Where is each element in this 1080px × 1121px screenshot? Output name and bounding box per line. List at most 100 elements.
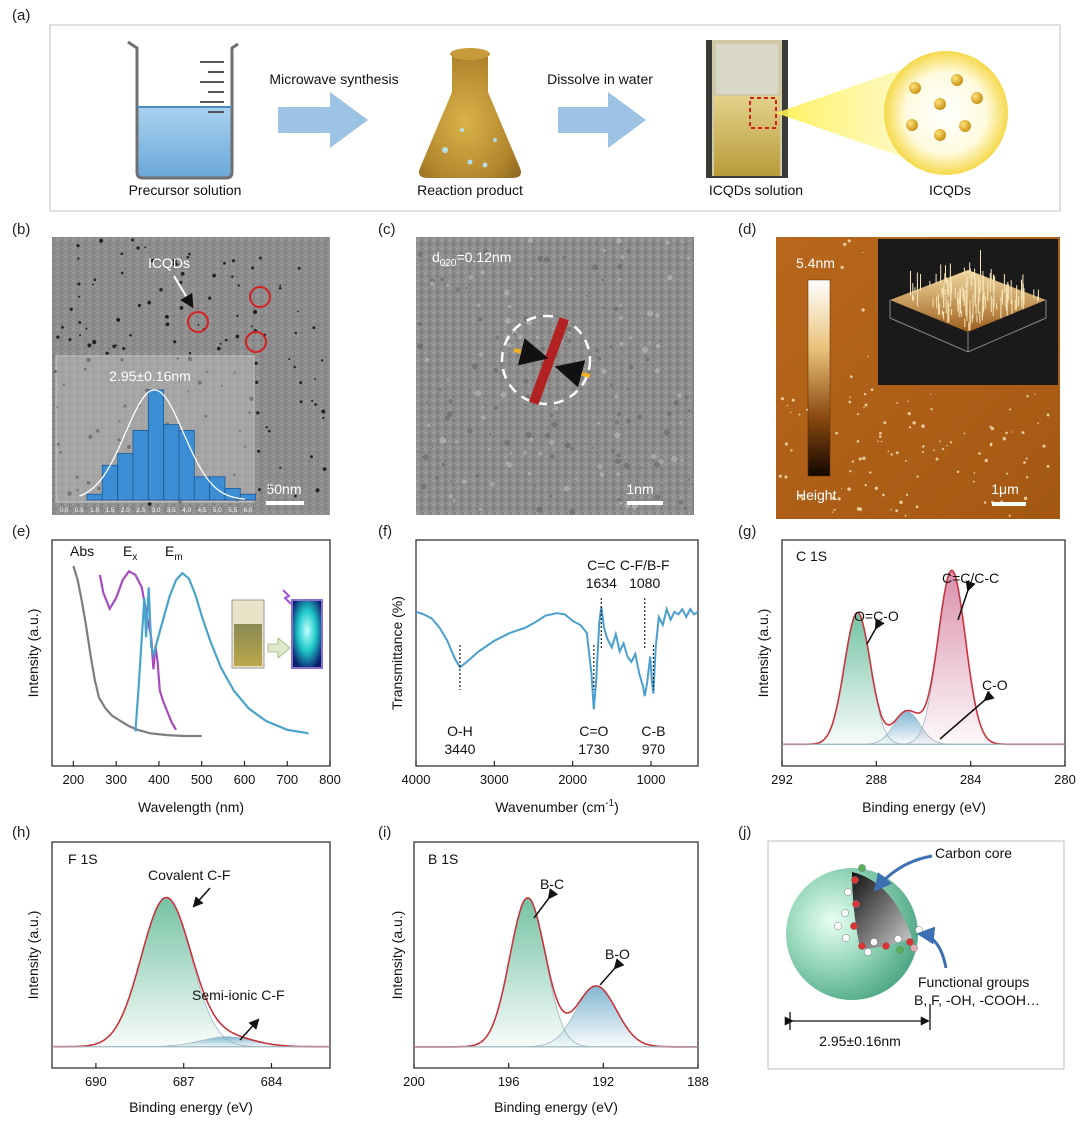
- ICQDs-particles-icon: [884, 51, 1008, 175]
- functional-group-atom: [915, 926, 923, 934]
- tem-particle: [78, 320, 82, 324]
- x-tick-label: 800: [319, 772, 341, 787]
- x-tick-label: 196: [498, 1074, 520, 1089]
- tem-particle: [131, 238, 135, 242]
- functional-group-atom: [910, 944, 918, 952]
- x-tick-label: 0.5: [75, 507, 84, 514]
- tem-particle: [256, 411, 260, 415]
- spectrum-title: C 1S: [796, 548, 827, 564]
- tem-particle: [87, 343, 92, 348]
- tem-particle: [129, 333, 132, 337]
- carbon-core-label: Carbon core: [935, 845, 1012, 861]
- tem-particle: [257, 449, 261, 453]
- band-value: 1634: [586, 575, 617, 591]
- highlight-circle: [187, 311, 209, 333]
- fitted-peak: [782, 570, 1065, 745]
- series-line-em: [134, 571, 309, 735]
- x-tick-label: 5.5: [228, 507, 237, 514]
- d-spacing-label: d020=0.12nm: [432, 249, 511, 269]
- caption-ICQDs: ICQDs: [929, 182, 971, 198]
- x-tick-label: 200: [63, 772, 85, 787]
- tem-particle: [278, 286, 282, 290]
- functional-group-atom: [851, 876, 859, 884]
- functional-group-atom: [894, 935, 902, 943]
- size-histogram: [79, 389, 257, 501]
- plot-frame: [413, 841, 699, 1069]
- panel-i: B 1S 200 196 192 188 Binding energy (eV) In…: [389, 841, 709, 1115]
- y-axis-title: Intensity (a.u.): [755, 609, 771, 698]
- peak-arrow: [192, 887, 211, 908]
- peak-label-BO: B-O: [605, 946, 630, 962]
- x-tick-label: 2.0: [121, 507, 130, 514]
- vial-photo: [706, 40, 788, 178]
- tem-particle: [299, 381, 303, 385]
- x-tick-label: 3000: [480, 772, 509, 787]
- peak-arrow: [533, 888, 559, 919]
- x-tick-label: 600: [234, 772, 256, 787]
- functional-group-atom: [852, 900, 860, 908]
- band-value: 1080: [629, 575, 660, 591]
- tem-particle: [115, 344, 118, 347]
- tem-particle: [136, 246, 140, 250]
- x-tick-label: 2000: [558, 772, 587, 787]
- histogram-bar: [86, 493, 103, 501]
- x-tick-label: 5.0: [213, 507, 222, 514]
- peak-label-CO: C-O: [982, 677, 1008, 693]
- tem-particle: [223, 261, 226, 265]
- tem-particle: [258, 488, 261, 492]
- tem-particle: [314, 377, 317, 380]
- peak-arrow: [957, 580, 976, 621]
- tem-particle: [266, 485, 271, 489]
- band-label: C-F/B-F: [620, 557, 670, 573]
- ICQDs-pointer-label: ICQDs: [148, 255, 190, 271]
- fringe-arrow: [513, 338, 549, 366]
- tem-particle: [105, 351, 109, 355]
- tem-particle: [120, 271, 124, 275]
- functional-group-atom: [858, 864, 866, 872]
- peak-label-semi-ionic: Semi-ionic C-F: [192, 987, 285, 1003]
- histogram-bar: [163, 424, 180, 501]
- scale-bar-label: 1μm: [991, 481, 1019, 497]
- peak-arrow: [239, 1018, 260, 1041]
- x-tick-label: 690: [85, 1074, 107, 1089]
- y-axis-title: Intensity (a.u.): [25, 609, 41, 698]
- series-line-ex: [98, 569, 177, 731]
- x-tick-label: 200: [403, 1074, 425, 1089]
- x-axis-title: Wavenumber (cm-1): [495, 798, 619, 815]
- tem-particle: [112, 344, 116, 349]
- histogram-bar: [101, 464, 119, 501]
- functional-group-atom: [842, 934, 850, 942]
- tem-particle: [85, 327, 88, 330]
- legend-ex: Ex: [123, 543, 137, 563]
- tem-particle: [147, 300, 152, 305]
- tem-particle: [69, 307, 73, 311]
- functional-groups-list: B, F, -OH, -COOH…: [914, 992, 1040, 1008]
- tem-particle: [150, 258, 156, 263]
- x-tick-label: 500: [191, 772, 213, 787]
- histogram-bar: [147, 389, 165, 501]
- functional-group-atom: [870, 938, 878, 946]
- tem-particle: [297, 266, 301, 270]
- y-axis-title: Transmittance (%): [389, 596, 405, 710]
- x-tick-label: 687: [173, 1074, 195, 1089]
- tem-particle: [172, 258, 178, 263]
- tem-particle: [159, 287, 163, 292]
- histogram-bar: [132, 429, 149, 501]
- series-line-abs: [72, 565, 202, 738]
- panel-label-b: (b): [12, 221, 30, 238]
- tem-particle: [236, 314, 239, 317]
- functional-group-atom: [896, 946, 904, 954]
- histogram-bar: [209, 476, 226, 501]
- tem-particle: [219, 342, 222, 345]
- panel-j: Carbon core Functional groups B, F, -OH,…: [767, 840, 1065, 1070]
- scale-bar: [992, 502, 1026, 506]
- panel-label-i: (i): [378, 824, 391, 841]
- tem-particle: [250, 325, 253, 328]
- tem-particle: [164, 314, 169, 319]
- pointer-arrow: [173, 275, 194, 309]
- tem-particle: [309, 455, 313, 459]
- tem-particle: [77, 282, 81, 286]
- tem-particle: [312, 326, 316, 330]
- colorbar-title: Height: [796, 487, 837, 503]
